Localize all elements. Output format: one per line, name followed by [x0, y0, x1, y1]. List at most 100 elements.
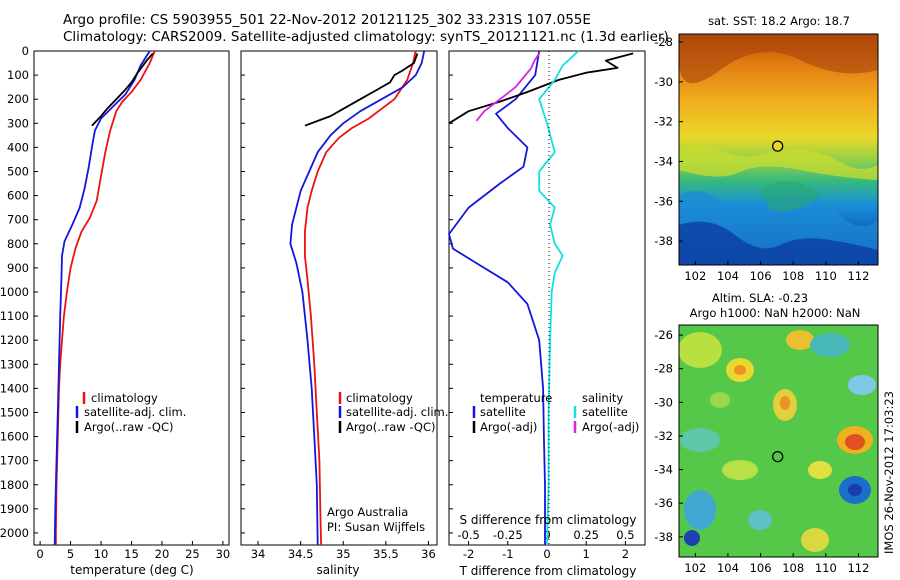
map-x-tick-label: 108: [782, 269, 804, 283]
depth-tick-label: 1800: [0, 478, 29, 492]
difference-legend: temperature satellite Argo(-adj) salinit…: [472, 391, 639, 434]
map-y-tick-label: -34: [654, 154, 673, 168]
map-x-tick-label: 112: [847, 561, 869, 575]
legend-t-satellite-label: satellite: [480, 405, 526, 419]
series-line-argo-raw-qc: [304, 53, 419, 127]
x2-tick-label: 0.5: [616, 528, 634, 542]
depth-tick-label: 0: [22, 44, 29, 58]
x-tick-label: 35.5: [373, 547, 399, 561]
salinity-x-ticks: 34 34.5 35 35.5 36: [251, 541, 436, 561]
series-line-satellite-adj-clim: [53, 50, 151, 546]
map-x-tick-label: 106: [750, 269, 772, 283]
x2-tick-label: -0.5: [457, 528, 479, 542]
map-x-tick-label: 104: [717, 269, 739, 283]
legend-s-argo-label: Argo(-adj): [582, 420, 639, 434]
series-line-salinity-satellite: [538, 50, 580, 546]
map-x-tick-label: 106: [750, 561, 772, 575]
series-line-climatology: [303, 50, 417, 546]
depth-tick-label: 1000: [0, 285, 29, 299]
salinity-series-lines: [289, 50, 426, 546]
difference-series-lines: [448, 50, 634, 546]
x-tick-label: 15: [124, 547, 139, 561]
temperature-x-ticks: 0 5 10 15 20 25 30: [36, 541, 230, 561]
temperature-xlabel: temperature (deg C): [70, 563, 193, 577]
sst-map-title: sat. SST: 18.2 Argo: 18.7: [708, 14, 850, 28]
map-y-tick-label: -36: [654, 496, 673, 510]
legend-argo-label: Argo(..raw -QC): [346, 420, 436, 434]
argo-location-marker: [772, 450, 784, 463]
legend-climatology-label: climatology: [91, 391, 158, 405]
map-y-tick-label: -32: [654, 429, 673, 443]
temperature-plot-frame: [33, 50, 230, 546]
depth-tick-label: 2000: [0, 526, 29, 540]
legend-s-satellite-label: satellite: [582, 405, 628, 419]
map-y-tick-label: -38: [654, 234, 673, 248]
x-tick-label: 10: [94, 547, 109, 561]
map-x-tick-label: 110: [815, 561, 837, 575]
x-tick-label: 34.5: [288, 547, 314, 561]
temperature-legend: climatology satellite-adj. clim. Argo(..…: [75, 391, 186, 434]
x-tick-label: 30: [216, 547, 231, 561]
sst-map-ticks: 102 104 106 108 110 112 -28 -30 -32 -34 -36 -38: [654, 35, 869, 283]
legend-temperature-title: temperature: [480, 391, 552, 405]
x-tick-label: 5: [67, 547, 74, 561]
salinity-xlabel: salinity: [316, 563, 359, 577]
argo-location-marker: [772, 140, 784, 152]
depth-tick-label: 1600: [0, 430, 29, 444]
map-y-tick-label: -38: [654, 530, 673, 544]
t-difference-xlabel: T difference from climatology: [459, 564, 637, 578]
x-tick-label: 1: [583, 547, 590, 561]
map-x-tick-label: 110: [815, 269, 837, 283]
series-line-satellite-adj-clim: [289, 50, 426, 546]
x-tick-label: 34: [251, 547, 266, 561]
x-tick-label: 0: [543, 547, 550, 561]
map-y-tick-label: -36: [654, 194, 673, 208]
depth-tick-label: 1200: [0, 333, 29, 347]
map-x-tick-label: 102: [684, 269, 706, 283]
x-tick-label: 35: [336, 547, 351, 561]
map-y-tick-label: -30: [654, 75, 673, 89]
x-tick-label: 25: [185, 547, 200, 561]
series-line-temperature-satellite: [448, 50, 546, 545]
legend-climatology-label: climatology: [346, 391, 413, 405]
depth-tick-label: 1400: [0, 381, 29, 395]
depth-tick-label: 1900: [0, 502, 29, 516]
x-tick-label: 2: [622, 547, 629, 561]
x2-tick-label: -0.25: [493, 528, 523, 542]
map-y-tick-label: -34: [654, 463, 673, 477]
argo-australia-credit: Argo Australia: [327, 505, 408, 519]
map-y-tick-label: -28: [654, 35, 673, 49]
s-difference-xlabel: S difference from climatology: [460, 513, 637, 527]
figure-title-line2: Climatology: CARS2009. Satellite-adjuste…: [63, 29, 669, 45]
map-x-tick-label: 102: [684, 561, 706, 575]
series-line-argo-raw-qc: [91, 52, 154, 127]
x-tick-label: -1: [502, 547, 513, 561]
depth-axis: 0 100 200 300 400 500 600 700 800 900 1000 1100 1200…: [0, 44, 453, 540]
depth-tick-label: 100: [7, 68, 29, 82]
series-line-temperature-argo-adj: [448, 52, 634, 125]
map-y-tick-label: -30: [654, 395, 673, 409]
legend-satellite-label: satellite-adj. clim.: [346, 405, 448, 419]
x-tick-label: 0: [36, 547, 43, 561]
sst-map-frame: [678, 33, 879, 266]
temperature-series-lines: [53, 50, 156, 546]
sla-heatmap: [679, 325, 878, 557]
depth-tick-label: 1500: [0, 405, 29, 419]
salinity-legend: climatology satellite-adj. clim. Argo(..…: [338, 391, 448, 434]
series-line-climatology: [55, 50, 156, 545]
sla-map-title-line2: Argo h1000: NaN h2000: NaN: [690, 306, 861, 320]
map-y-tick-label: -26: [654, 328, 673, 342]
map-y-tick-label: -28: [654, 362, 673, 376]
x-tick-label: -2: [463, 547, 474, 561]
x-tick-label: 20: [155, 547, 170, 561]
depth-tick-label: 1300: [0, 357, 29, 371]
map-x-tick-label: 108: [782, 561, 804, 575]
pi-credit: PI: Susan Wijffels: [327, 520, 425, 534]
sla-map-title-line1: Altim. SLA: -0.23: [712, 291, 808, 305]
depth-tick-label: 1700: [0, 454, 29, 468]
depth-tick-label: 1100: [0, 309, 29, 323]
legend-salinity-title: salinity: [582, 391, 623, 405]
sla-map-ticks: 102 104 106 108 110 112 -26 -28 -30 -32 -34 -36 -38: [654, 328, 869, 575]
legend-t-argo-label: Argo(-adj): [480, 420, 537, 434]
